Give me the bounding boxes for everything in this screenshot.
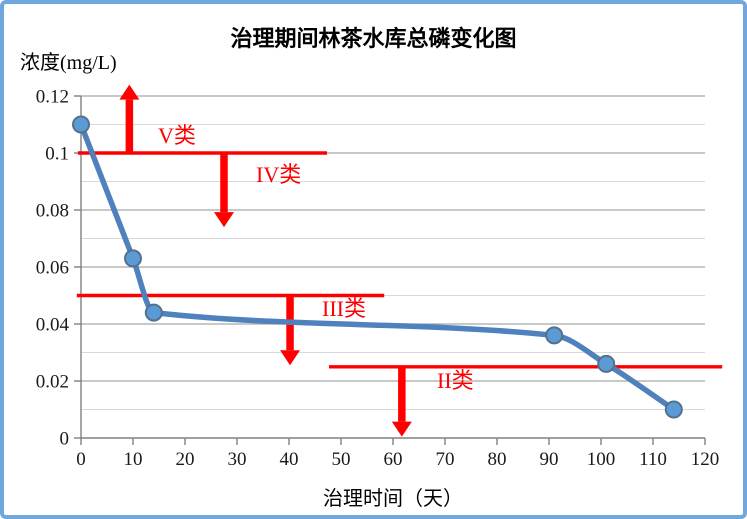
x-tick-label: 70 — [436, 449, 455, 470]
x-tick-label: 110 — [639, 449, 667, 470]
x-tick-label: 20 — [176, 449, 195, 470]
annotation-arrow-head — [391, 421, 412, 437]
chart-title: 治理期间林茶水库总磷变化图 — [230, 26, 517, 51]
x-tick-label: 0 — [76, 449, 86, 470]
class-label-iii: III类 — [322, 296, 366, 321]
annotation-arrow-head — [214, 212, 234, 228]
y-tick-label: 0 — [60, 429, 70, 450]
x-axis-title: 治理时间（天） — [323, 488, 463, 510]
x-tick-label: 40 — [280, 449, 299, 470]
x-tick-label: 120 — [691, 449, 720, 470]
class-label-v: V类 — [158, 123, 196, 148]
x-tick-label: 100 — [587, 449, 616, 470]
y-tick-label: 0.12 — [36, 87, 69, 108]
x-tick-label: 30 — [228, 449, 247, 470]
data-point — [72, 115, 90, 134]
class-label-iv: IV类 — [256, 162, 302, 187]
y-tick-label: 0.1 — [45, 144, 69, 165]
data-point — [144, 303, 163, 322]
data-point — [124, 249, 142, 268]
data-point — [545, 326, 564, 345]
x-tick-label: 80 — [488, 449, 507, 470]
y-tick-label: 0.04 — [36, 315, 70, 336]
class-label-ii: II类 — [437, 368, 474, 393]
y-tick-label: 0.08 — [36, 201, 69, 222]
annotation-arrow-head — [119, 84, 140, 100]
y-axis-title: 浓度(mg/L) — [20, 52, 117, 74]
x-tick-label: 50 — [332, 449, 351, 470]
data-point — [597, 354, 616, 373]
data-point — [664, 400, 683, 419]
annotation-arrow-head — [280, 350, 301, 366]
x-tick-label: 60 — [384, 449, 403, 470]
x-tick-label: 10 — [124, 449, 143, 470]
y-tick-label: 0.02 — [36, 372, 69, 393]
y-tick-label: 0.06 — [36, 258, 69, 279]
x-tick-label: 90 — [540, 449, 559, 470]
